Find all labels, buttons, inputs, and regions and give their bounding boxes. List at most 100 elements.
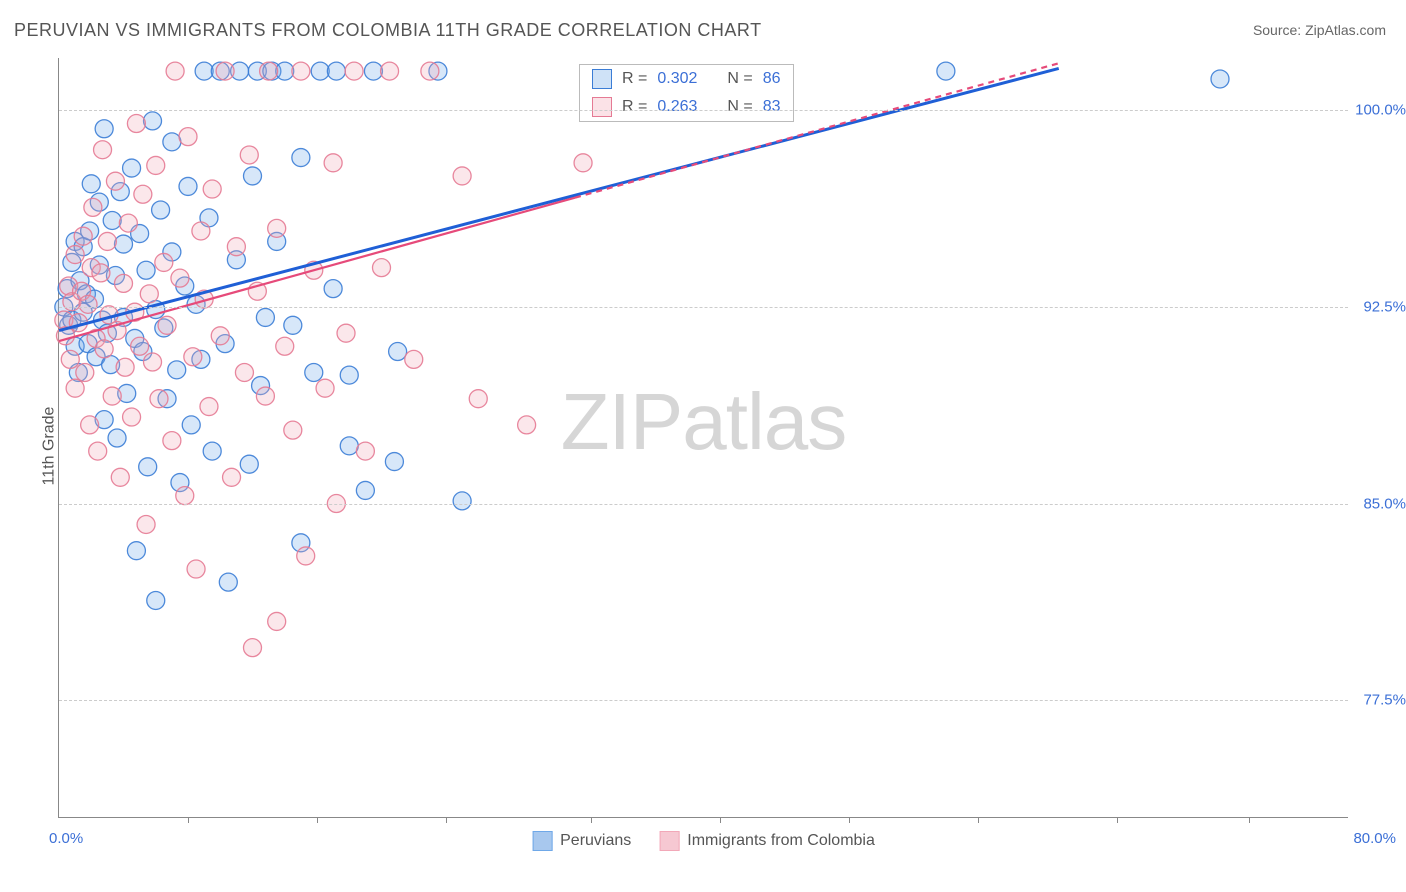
data-point	[284, 421, 302, 439]
data-point	[95, 340, 113, 358]
r-label: R =	[622, 70, 647, 88]
data-point	[292, 62, 310, 80]
data-point	[179, 128, 197, 146]
data-point	[103, 211, 121, 229]
r-value: 0.302	[657, 70, 697, 88]
data-point	[203, 180, 221, 198]
stats-legend: R =0.302N =86R =0.263N =83	[579, 64, 794, 122]
data-point	[937, 62, 955, 80]
x-tick	[720, 817, 721, 823]
data-point	[127, 115, 145, 133]
data-point	[123, 408, 141, 426]
data-point	[518, 416, 536, 434]
r-label: R =	[622, 98, 647, 116]
data-point	[155, 253, 173, 271]
data-point	[89, 442, 107, 460]
data-point	[166, 62, 184, 80]
data-point	[74, 227, 92, 245]
data-point	[147, 591, 165, 609]
data-point	[211, 327, 229, 345]
data-point	[82, 175, 100, 193]
y-tick-label: 77.5%	[1354, 692, 1406, 709]
data-point	[381, 62, 399, 80]
data-point	[292, 149, 310, 167]
y-tick-label: 92.5%	[1354, 298, 1406, 315]
data-point	[108, 429, 126, 447]
data-point	[92, 264, 110, 282]
data-point	[345, 62, 363, 80]
regression-line	[59, 68, 1059, 330]
data-point	[106, 172, 124, 190]
data-point	[324, 154, 342, 172]
chart-container: PERUVIAN VS IMMIGRANTS FROM COLOMBIA 11T…	[0, 0, 1406, 892]
data-point	[260, 62, 278, 80]
legend-swatch	[532, 831, 552, 851]
x-min-label: 0.0%	[49, 830, 83, 847]
data-point	[66, 246, 84, 264]
data-point	[223, 468, 241, 486]
x-tick	[849, 817, 850, 823]
x-tick	[591, 817, 592, 823]
data-point	[256, 308, 274, 326]
data-point	[200, 398, 218, 416]
data-point	[144, 112, 162, 130]
data-point	[305, 363, 323, 381]
data-point	[171, 269, 189, 287]
data-point	[216, 62, 234, 80]
y-axis-label: 11th Grade	[40, 407, 58, 486]
data-point	[311, 62, 329, 80]
data-point	[179, 177, 197, 195]
data-point	[244, 639, 262, 657]
gridline	[59, 504, 1348, 505]
data-point	[137, 515, 155, 533]
data-point	[94, 141, 112, 159]
data-point	[176, 487, 194, 505]
data-point	[115, 235, 133, 253]
legend-swatch	[592, 69, 612, 89]
data-point	[182, 416, 200, 434]
data-point	[421, 62, 439, 80]
data-point	[256, 387, 274, 405]
data-point	[340, 366, 358, 384]
data-point	[469, 390, 487, 408]
data-point	[137, 261, 155, 279]
data-point	[187, 560, 205, 578]
data-point	[244, 167, 262, 185]
data-point	[61, 350, 79, 368]
x-tick	[978, 817, 979, 823]
n-value: 86	[763, 70, 781, 88]
data-point	[95, 120, 113, 138]
gridline	[59, 700, 1348, 701]
data-point	[219, 573, 237, 591]
x-tick	[1249, 817, 1250, 823]
data-point	[66, 379, 84, 397]
data-point	[389, 343, 407, 361]
data-point	[79, 295, 97, 313]
n-label: N =	[727, 98, 752, 116]
x-tick	[317, 817, 318, 823]
data-point	[147, 156, 165, 174]
data-point	[316, 379, 334, 397]
data-point	[276, 337, 294, 355]
data-point	[116, 358, 134, 376]
n-label: N =	[727, 70, 752, 88]
data-point	[284, 316, 302, 334]
data-point	[1211, 70, 1229, 88]
gridline	[59, 110, 1348, 111]
legend-item: Peruvians	[532, 831, 631, 851]
x-max-label: 80.0%	[1353, 830, 1396, 847]
data-point	[98, 232, 116, 250]
data-point	[327, 62, 345, 80]
data-point	[405, 350, 423, 368]
data-point	[227, 238, 245, 256]
data-point	[385, 453, 403, 471]
data-point	[103, 387, 121, 405]
x-tick	[1117, 817, 1118, 823]
data-point	[123, 159, 141, 177]
chart-title: PERUVIAN VS IMMIGRANTS FROM COLOMBIA 11T…	[14, 20, 762, 41]
data-point	[150, 390, 168, 408]
data-point	[364, 62, 382, 80]
data-point	[184, 348, 202, 366]
data-point	[131, 337, 149, 355]
data-point	[453, 167, 471, 185]
